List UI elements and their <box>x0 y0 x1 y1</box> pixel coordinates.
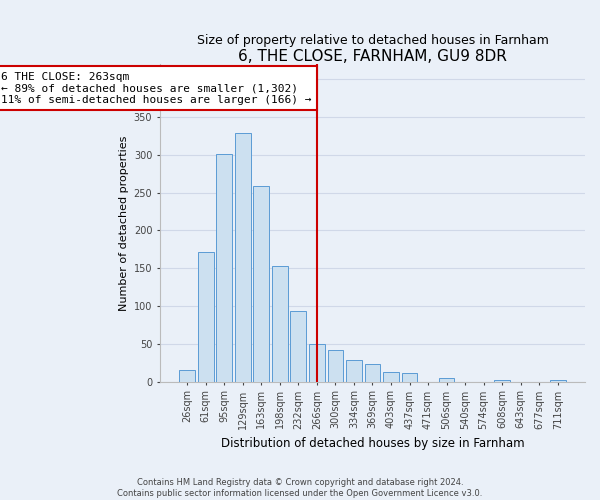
Bar <box>365 364 380 382</box>
Bar <box>494 380 510 382</box>
Bar <box>309 344 325 382</box>
X-axis label: Distribution of detached houses by size in Farnham: Distribution of detached houses by size … <box>221 437 524 450</box>
Bar <box>346 360 362 382</box>
Title: 6, THE CLOSE, FARNHAM, GU9 8DR: 6, THE CLOSE, FARNHAM, GU9 8DR <box>238 49 507 64</box>
Bar <box>383 372 399 382</box>
Bar <box>550 380 566 382</box>
Y-axis label: Number of detached properties: Number of detached properties <box>119 135 130 310</box>
Text: Contains HM Land Registry data © Crown copyright and database right 2024.
Contai: Contains HM Land Registry data © Crown c… <box>118 478 482 498</box>
Text: Size of property relative to detached houses in Farnham: Size of property relative to detached ho… <box>197 34 548 46</box>
Bar <box>216 154 232 382</box>
Bar <box>401 374 418 382</box>
Bar <box>198 252 214 382</box>
Bar <box>235 133 251 382</box>
Bar <box>179 370 195 382</box>
Bar <box>253 186 269 382</box>
Bar <box>290 312 306 382</box>
Bar <box>328 350 343 382</box>
Text: 6 THE CLOSE: 263sqm
← 89% of detached houses are smaller (1,302)
11% of semi-det: 6 THE CLOSE: 263sqm ← 89% of detached ho… <box>1 72 311 105</box>
Bar <box>272 266 287 382</box>
Bar <box>439 378 454 382</box>
